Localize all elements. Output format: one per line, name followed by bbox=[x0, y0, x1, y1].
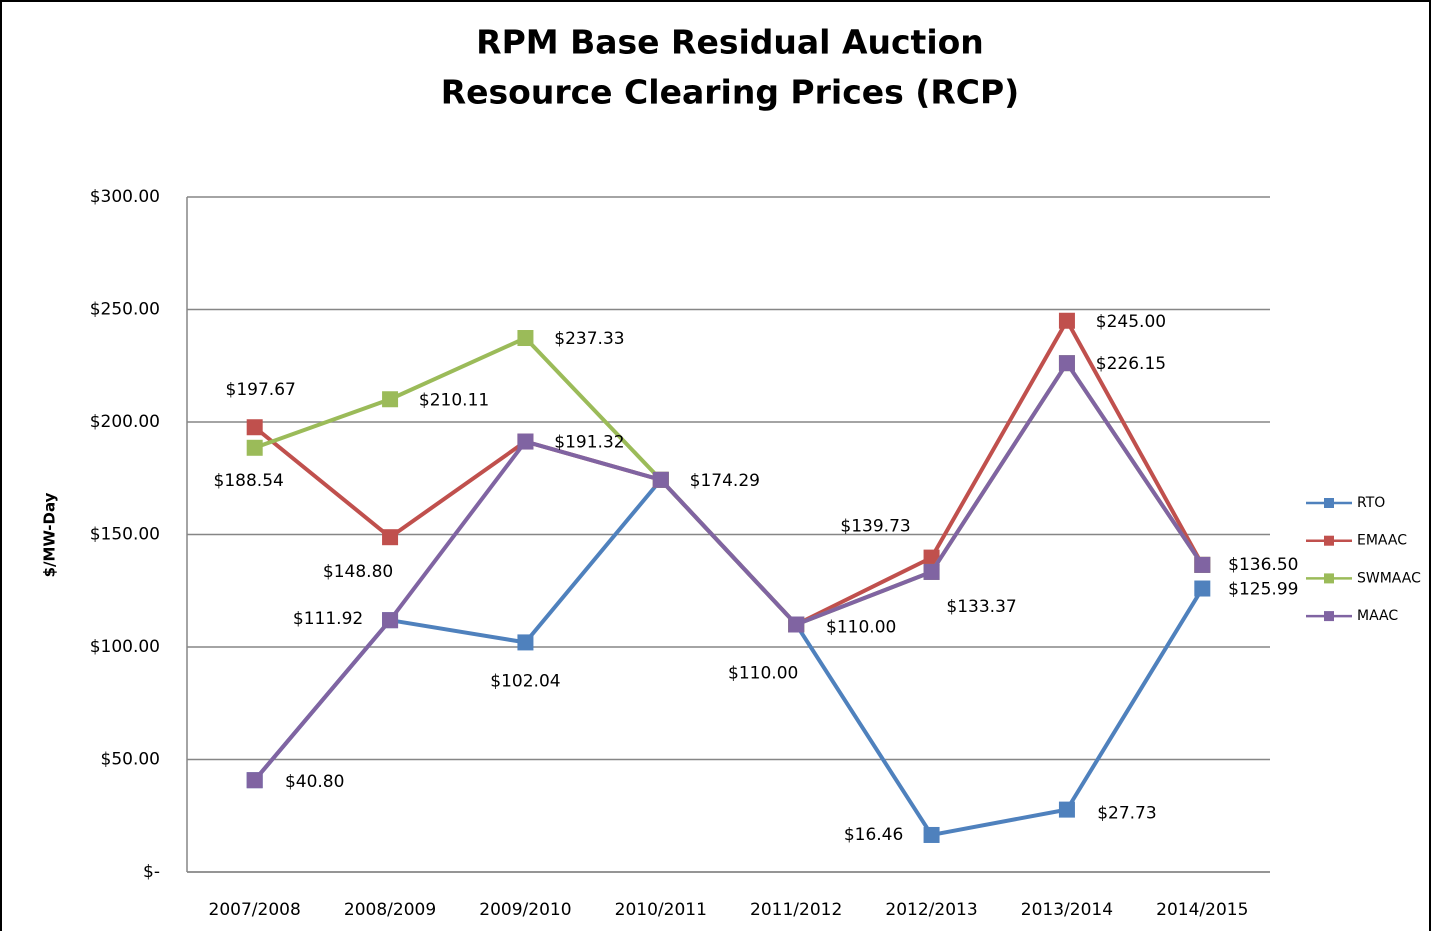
x-tick-label: 2012/2013 bbox=[885, 900, 977, 920]
point-marker bbox=[1194, 580, 1211, 597]
data-label: $174.29 bbox=[690, 471, 760, 491]
data-label: $210.11 bbox=[419, 390, 489, 410]
point-marker bbox=[382, 612, 399, 629]
legend-marker bbox=[1324, 498, 1334, 508]
y-tick-label: $300.00 bbox=[90, 187, 160, 207]
data-label: $133.37 bbox=[946, 597, 1016, 617]
data-label: $245.00 bbox=[1096, 312, 1166, 332]
x-tick-label: 2009/2010 bbox=[479, 900, 571, 920]
point-marker bbox=[923, 826, 940, 843]
point-marker bbox=[517, 330, 534, 347]
series-line bbox=[253, 361, 1204, 782]
x-tick-label: 2010/2011 bbox=[615, 900, 707, 920]
data-label: $139.73 bbox=[840, 517, 910, 537]
point-marker bbox=[788, 616, 805, 633]
data-label: $40.80 bbox=[285, 772, 344, 792]
data-label: $226.15 bbox=[1096, 354, 1166, 374]
data-label: $191.32 bbox=[554, 433, 624, 453]
data-label: $102.04 bbox=[490, 671, 560, 691]
legend-marker bbox=[1324, 535, 1334, 546]
point-marker bbox=[652, 471, 669, 488]
point-marker bbox=[382, 391, 399, 408]
data-label: $188.54 bbox=[214, 471, 284, 491]
point-marker bbox=[246, 439, 263, 456]
legend-marker bbox=[1324, 573, 1334, 584]
data-label: $148.80 bbox=[323, 562, 393, 582]
chart-title: RPM Base Residual Auction bbox=[476, 23, 984, 62]
x-tick-label: 2007/2008 bbox=[209, 900, 301, 920]
point-marker bbox=[923, 549, 940, 566]
y-tick-label: $200.00 bbox=[90, 412, 160, 432]
legend-marker bbox=[1324, 611, 1334, 622]
legend-label: MAAC bbox=[1357, 608, 1398, 624]
y-tick-label: $100.00 bbox=[90, 637, 160, 657]
data-label: $197.67 bbox=[226, 380, 296, 400]
point-marker bbox=[246, 772, 263, 789]
point-marker bbox=[1058, 801, 1075, 818]
point-marker bbox=[382, 529, 399, 546]
point-marker bbox=[246, 419, 263, 436]
data-label: $27.73 bbox=[1097, 804, 1156, 824]
chart-subtitle: Resource Clearing Prices (RCP) bbox=[441, 73, 1020, 112]
data-label: $16.46 bbox=[844, 825, 903, 845]
legend-label: SWMAAC bbox=[1357, 570, 1421, 586]
data-label: $110.00 bbox=[826, 618, 896, 638]
data-label: $237.33 bbox=[554, 329, 624, 349]
point-marker bbox=[1058, 312, 1075, 329]
y-tick-label: $250.00 bbox=[90, 300, 160, 320]
legend-label: RTO bbox=[1357, 495, 1385, 511]
y-tick-label: $150.00 bbox=[90, 525, 160, 545]
x-tick-label: 2008/2009 bbox=[344, 900, 436, 920]
x-tick-label: 2013/2014 bbox=[1021, 900, 1113, 920]
point-marker bbox=[517, 433, 534, 450]
x-tick-label: 2014/2015 bbox=[1156, 900, 1248, 920]
legend-label: EMAAC bbox=[1357, 533, 1407, 549]
data-label: $125.99 bbox=[1228, 580, 1298, 600]
point-marker bbox=[1058, 355, 1075, 372]
point-marker bbox=[517, 634, 534, 651]
data-label: $111.92 bbox=[293, 609, 363, 629]
y-axis-label: $/MW-Day bbox=[41, 492, 59, 577]
y-tick-label: $- bbox=[143, 862, 160, 882]
point-marker bbox=[1194, 556, 1211, 573]
y-tick-label: $50.00 bbox=[101, 750, 160, 770]
point-marker bbox=[923, 563, 940, 580]
data-label: $110.00 bbox=[728, 664, 798, 684]
data-label: $136.50 bbox=[1228, 555, 1298, 575]
x-tick-label: 2011/2012 bbox=[750, 900, 842, 920]
